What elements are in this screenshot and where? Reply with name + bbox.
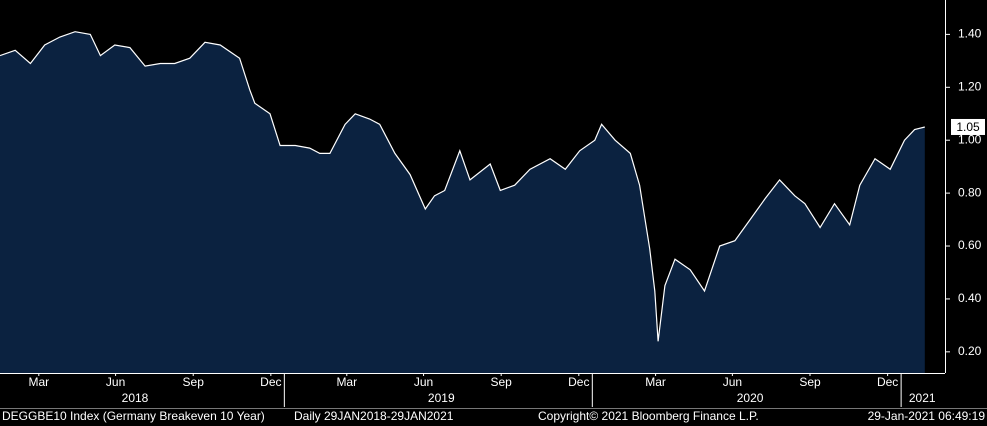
year-label: 2021 bbox=[909, 391, 936, 405]
x-tick-label: Dec bbox=[877, 375, 898, 389]
last-value-label: 1.05 bbox=[956, 120, 980, 134]
x-tick-label: Jun bbox=[106, 375, 125, 389]
footer-copyright: Copyright© 2021 Bloomberg Finance L.P. bbox=[538, 409, 759, 423]
y-tick-label: 0.40 bbox=[958, 291, 982, 305]
y-tick-label: 0.80 bbox=[958, 185, 982, 199]
y-tick-label: 0.60 bbox=[958, 238, 982, 252]
x-tick-label: Mar bbox=[28, 375, 49, 389]
x-tick-label: Mar bbox=[336, 375, 357, 389]
x-tick-label: Sep bbox=[491, 375, 513, 389]
x-tick-label: Sep bbox=[183, 375, 205, 389]
x-tick-label: Jun bbox=[414, 375, 433, 389]
area bbox=[0, 31, 925, 373]
year-label: 2019 bbox=[428, 391, 455, 405]
last-value-box bbox=[951, 118, 985, 135]
footer-timestamp: 29-Jan-2021 06:49:19 bbox=[868, 409, 986, 423]
footer-ticker: DEGGBE10 Index (Germany Breakeven 10 Yea… bbox=[2, 409, 265, 423]
x-tick-label: Dec bbox=[568, 375, 589, 389]
line bbox=[0, 31, 925, 342]
x-tick-label: Sep bbox=[799, 375, 821, 389]
y-tick-label: 0.20 bbox=[958, 344, 982, 358]
x-tick-label: Jun bbox=[723, 375, 742, 389]
y-tick-label: 1.00 bbox=[958, 132, 982, 146]
y-tick-label: 1.20 bbox=[958, 79, 982, 93]
year-label: 2018 bbox=[122, 391, 149, 405]
year-label: 2020 bbox=[737, 391, 764, 405]
x-tick-label: Mar bbox=[645, 375, 666, 389]
y-tick-label: 1.40 bbox=[958, 27, 982, 41]
x-tick-label: Dec bbox=[260, 375, 281, 389]
footer-range: Daily 29JAN2018-29JAN2021 bbox=[294, 409, 454, 423]
